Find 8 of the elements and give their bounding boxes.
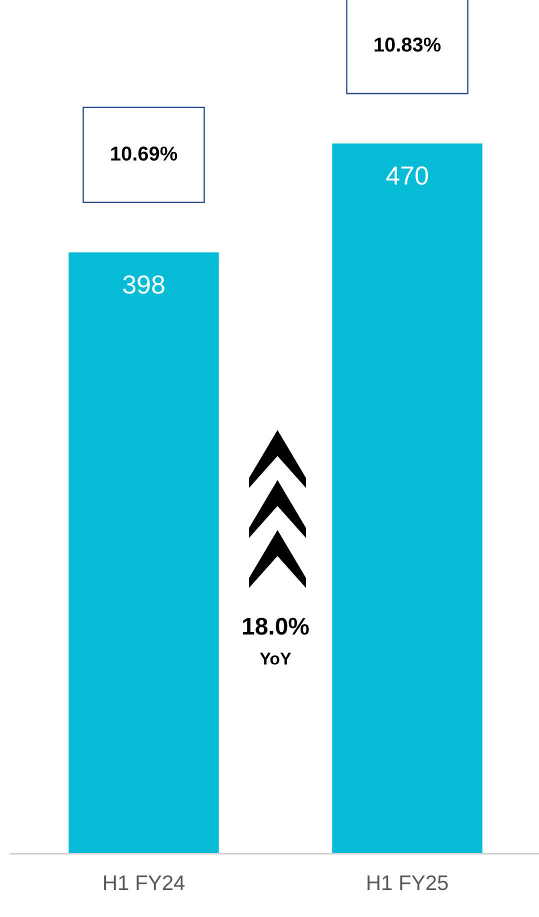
annotation: 10.83% — [373, 34, 442, 57]
x-tick-label: H1 FY25 — [366, 872, 449, 896]
x-tick-label: H1 FY24 — [102, 872, 186, 896]
data-label: 470 — [386, 160, 429, 191]
annotation: 18.0% — [241, 614, 310, 641]
data-label: 398 — [122, 270, 166, 300]
annotation: 10.69% — [110, 143, 178, 166]
annotation: YoY — [260, 650, 292, 669]
